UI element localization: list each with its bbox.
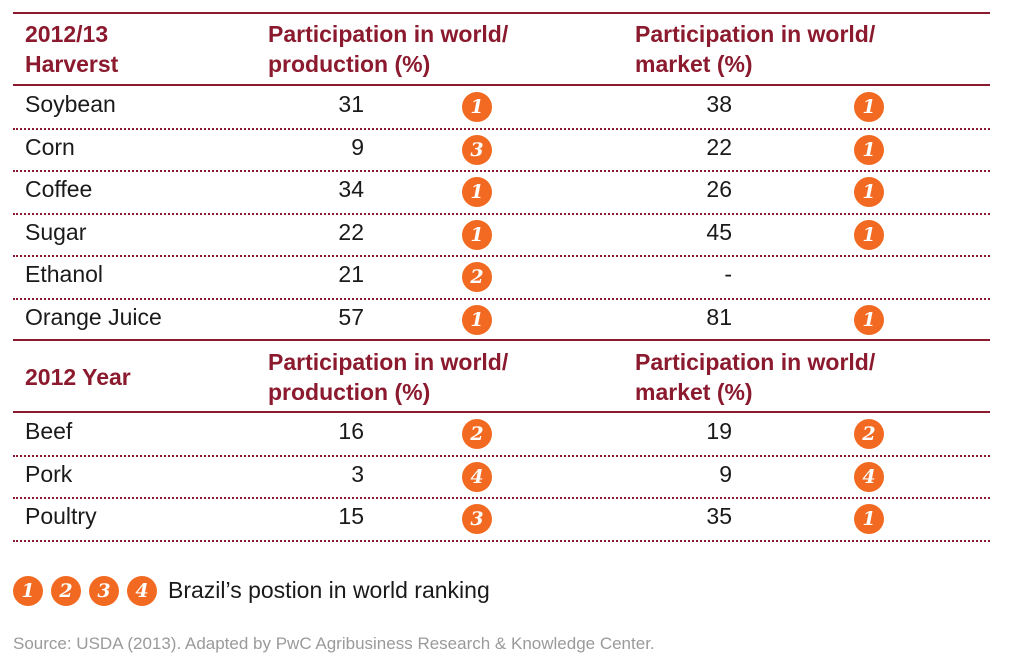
production-share: 3 [351, 460, 364, 487]
row-divider [13, 497, 990, 499]
section2-top-rule [13, 339, 990, 341]
rank-badge-icon: 2 [854, 419, 884, 449]
market-share: - [724, 261, 732, 287]
table-row: Soybean 31 1 38 1 [0, 86, 1015, 128]
commodity-label: Poultry [25, 503, 97, 529]
production-share: 57 [338, 303, 364, 330]
rank-badge-icon: 4 [462, 461, 492, 492]
section2-col-market: Participation in world/ market (%) [635, 349, 876, 405]
market-share: 35 [706, 503, 732, 529]
table-row: Coffee 34 1 26 1 [0, 171, 1015, 213]
rank-badge-icon: 2 [462, 262, 492, 292]
rank-badge-icon: 2 [462, 419, 492, 449]
rank-badge-icon: 1 [462, 219, 492, 250]
row-divider [13, 297, 990, 300]
rank-badge-icon: 3 [89, 576, 119, 606]
production-share: 21 [338, 261, 364, 287]
commodity-label: Orange Juice [25, 303, 162, 330]
commodity-label: Coffee [25, 176, 93, 202]
table-row: Pork 3 4 9 4 [0, 456, 1015, 498]
table-row: Poultry 15 3 35 1 [0, 498, 1015, 540]
section1-header: 2012/13 Harverst [25, 21, 119, 77]
rank-badge-icon: 1 [854, 304, 884, 335]
commodity-label: Beef [25, 418, 73, 444]
section1-header-rule [13, 84, 990, 86]
rank-badge-icon: 3 [462, 504, 492, 534]
row-divider [13, 127, 990, 130]
rank-badge-icon: 3 [462, 134, 492, 165]
production-share: 22 [338, 218, 364, 245]
rank-badge-icon: 1 [854, 134, 884, 165]
table-row: Sugar 22 1 45 1 [0, 214, 1015, 256]
rank-badge-icon: 4 [854, 461, 884, 492]
rank-badge-icon: 1 [854, 92, 884, 122]
commodity-label: Pork [25, 460, 73, 487]
section2-col-production: Participation in world/ production (%) [268, 349, 509, 405]
rank-badge-icon: 4 [127, 576, 157, 606]
market-share: 81 [706, 303, 732, 330]
section2-header-rule [13, 411, 990, 413]
rank-badge-icon: 1 [854, 504, 884, 534]
market-share: 26 [706, 176, 732, 202]
legend-text: Brazil’s postion in world ranking [168, 577, 490, 603]
row-divider [13, 212, 990, 215]
row-divider [13, 454, 990, 457]
rank-badge-icon: 1 [854, 177, 884, 207]
row-divider [13, 170, 990, 172]
section1-col-market: Participation in world/ market (%) [635, 21, 876, 77]
commodity-label: Ethanol [25, 261, 104, 287]
market-share: 45 [706, 218, 732, 245]
rank-badge-icon: 2 [51, 576, 81, 606]
section2-header: 2012 Year [25, 364, 131, 390]
rank-badge-icon: 1 [462, 304, 492, 335]
production-share: 34 [338, 176, 364, 202]
row-divider [13, 255, 990, 257]
commodity-label: Corn [25, 133, 75, 160]
section1-col-production: Participation in world/ production (%) [268, 21, 509, 77]
production-share: 31 [338, 91, 364, 117]
rank-badge-icon: 1 [854, 219, 884, 250]
rank-badge-icon: 1 [462, 92, 492, 122]
production-share: 15 [338, 503, 364, 529]
rank-badge-icon: 1 [13, 576, 43, 606]
production-share: 16 [338, 418, 364, 444]
table-top-rule [13, 12, 990, 14]
market-share: 9 [719, 460, 732, 487]
source-note: Source: USDA (2013). Adapted by PwC Agri… [13, 634, 655, 653]
rank-badge-icon: 1 [462, 177, 492, 207]
market-share: 38 [706, 91, 732, 117]
market-share: 19 [706, 418, 732, 444]
table-row: Corn 9 3 22 1 [0, 129, 1015, 171]
table-row: Orange Juice 57 1 81 1 [0, 299, 1015, 341]
market-share: 22 [706, 133, 732, 160]
table-row: Ethanol 21 2 - [0, 256, 1015, 298]
row-divider [13, 539, 990, 542]
production-share: 9 [351, 133, 364, 160]
table-row: Beef 16 2 19 2 [0, 413, 1015, 455]
commodity-label: Soybean [25, 91, 116, 117]
commodity-label: Sugar [25, 218, 87, 245]
